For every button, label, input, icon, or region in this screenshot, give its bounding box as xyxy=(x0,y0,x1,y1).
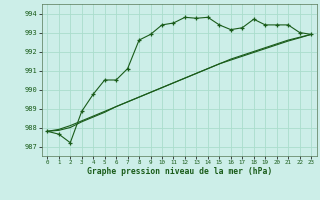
X-axis label: Graphe pression niveau de la mer (hPa): Graphe pression niveau de la mer (hPa) xyxy=(87,167,272,176)
